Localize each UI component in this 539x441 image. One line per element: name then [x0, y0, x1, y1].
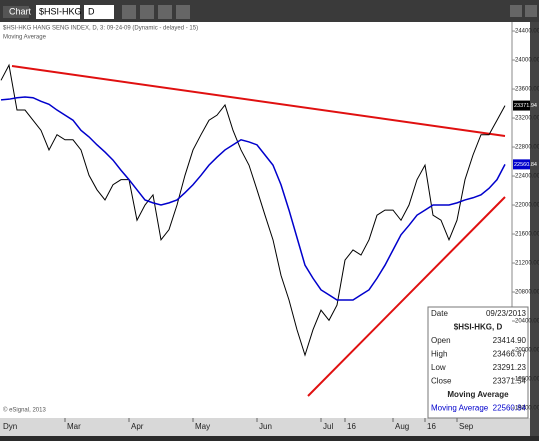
data-window-value: 23291.23	[493, 363, 527, 372]
data-window-value: 22560.84	[493, 404, 527, 413]
price-tag-label: 22560.84	[514, 162, 537, 168]
y-tick-label: 21600.00	[515, 232, 539, 238]
data-window-label: Date	[431, 309, 448, 318]
y-tick-label: 24400.00	[515, 29, 539, 35]
symbol-input[interactable]	[36, 5, 80, 19]
interval-text: D	[88, 6, 95, 16]
tool-button[interactable]	[158, 5, 172, 19]
y-tick-label: 20000.00	[515, 348, 539, 354]
window-button[interactable]	[3, 6, 29, 18]
interval-input[interactable]	[84, 5, 114, 19]
x-tick-label: Aug	[395, 422, 409, 431]
y-tick-label: 22000.00	[515, 203, 539, 209]
y-tick-label: 23200.00	[515, 116, 539, 122]
data-window-heading: $HSI-HKG, D	[454, 323, 503, 332]
data-window-value: 23414.90	[493, 336, 527, 345]
x-tick-label: Mar	[67, 422, 81, 431]
x-tick-label: May	[195, 422, 210, 431]
trendline[interactable]	[307, 196, 506, 397]
data-window-label: Open	[431, 336, 451, 345]
data-window-label: High	[431, 350, 447, 359]
x-tick-label: Apr	[131, 422, 144, 431]
data-window-bg	[427, 306, 529, 419]
data-window-label: Moving Average	[431, 404, 489, 413]
chart-title: $HSI-HKG HANG SENG INDEX, D, 3: 09-24-09…	[3, 26, 198, 32]
mode-label: Dyn	[3, 422, 17, 431]
y-tick-label: 20800.00	[515, 290, 539, 296]
y-tick-label: 23600.00	[515, 87, 539, 93]
data-window-label: Close	[431, 377, 452, 386]
price-tag-label: 23371.94	[514, 103, 537, 109]
data-window-value: 09/23/2013	[486, 309, 527, 318]
y-tick-label: 20400.00	[515, 319, 539, 325]
trendline[interactable]	[11, 65, 506, 137]
x-tick-label: 16	[347, 422, 356, 431]
data-window-heading: Moving Average	[447, 390, 509, 399]
tool-button[interactable]	[140, 5, 154, 19]
window-control[interactable]	[525, 5, 537, 17]
study-label: Moving Average	[3, 35, 47, 41]
data-window-value: 23371.54	[493, 377, 527, 386]
toolbar: Chart $HSI-HKG D	[0, 0, 539, 22]
price-line	[0, 63, 506, 357]
tool-button[interactable]	[176, 5, 190, 19]
scrollbar[interactable]	[530, 22, 539, 436]
window-control[interactable]	[510, 5, 522, 17]
price-tag	[513, 100, 530, 111]
x-tick-label: Jun	[259, 422, 272, 431]
data-window-label: Low	[431, 363, 446, 372]
price-tag	[513, 159, 530, 170]
data-window-value: 23466.67	[493, 350, 527, 359]
y-tick-label: 19200.00	[515, 406, 539, 412]
symbol-text: $HSI-HKG	[39, 6, 82, 16]
copyright: © eSignal, 2013	[3, 407, 46, 414]
x-tick-label: Jul	[323, 422, 333, 431]
y-tick-label: 22800.00	[515, 145, 539, 151]
tool-button[interactable]	[122, 5, 136, 19]
window-label: Chart	[9, 6, 32, 16]
moving-average-line	[0, 96, 506, 301]
y-tick-label: 21200.00	[515, 261, 539, 267]
time-axis-bg	[0, 418, 530, 436]
y-tick-label: 22400.00	[515, 174, 539, 180]
x-tick-label: Sep	[459, 422, 474, 431]
y-tick-label: 24000.00	[515, 58, 539, 64]
x-tick-label: 16	[427, 422, 436, 431]
y-tick-label: 19600.00	[515, 377, 539, 383]
